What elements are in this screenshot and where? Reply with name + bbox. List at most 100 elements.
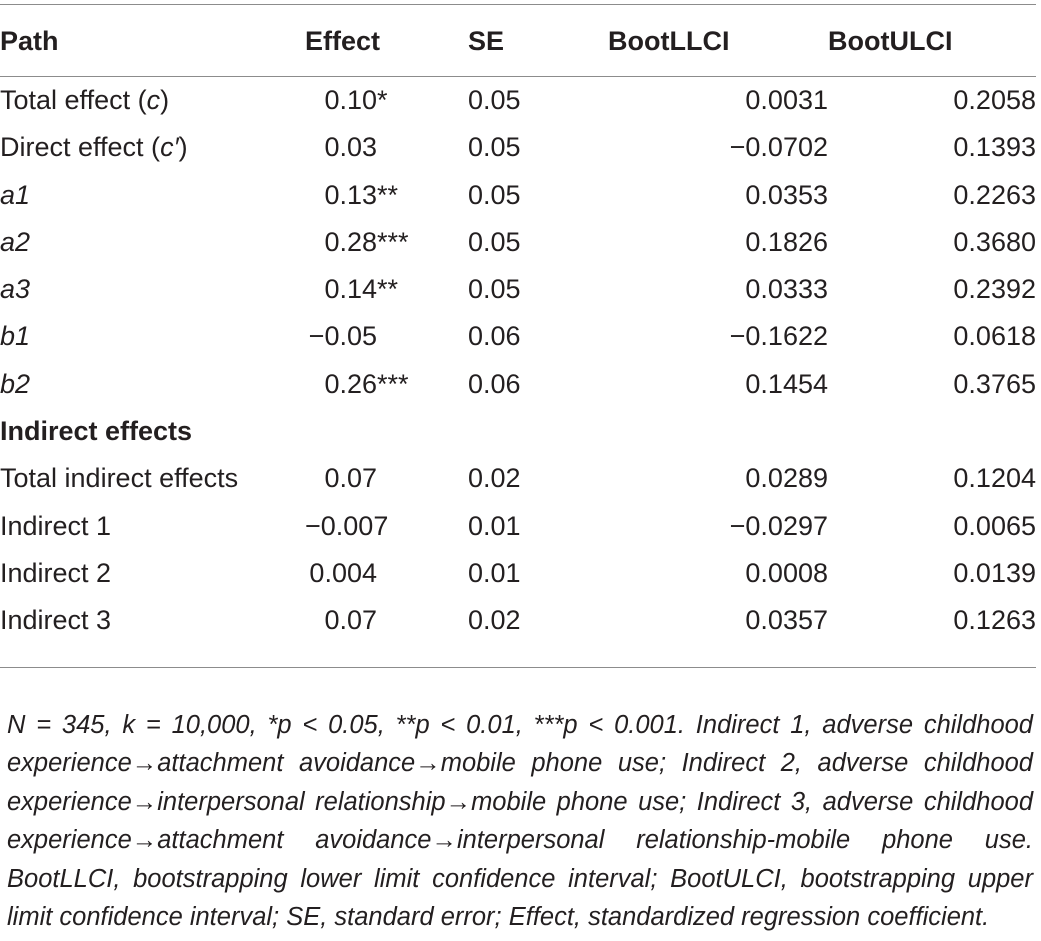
path-label: Total effect ( — [0, 85, 147, 115]
header-effect: Effect — [305, 26, 381, 56]
row-bootulci: 0.0065 — [953, 510, 1036, 541]
row-effect: 0.14** — [305, 266, 468, 313]
row-bootllci: 0.0333 — [745, 274, 828, 305]
row-se: 0.05 — [468, 132, 521, 163]
effect-value: 0.07 — [324, 605, 377, 636]
effect-value: 0.10 — [324, 85, 377, 115]
row-path: b1 — [0, 321, 31, 352]
path-variable: c′ — [160, 132, 179, 163]
row-path: Indirect 3 — [0, 605, 112, 636]
header-bootulci: BootULCI — [828, 26, 953, 56]
row-se: 0.06 — [468, 321, 521, 352]
table-row: b1 −0.05 0.06 −0.1622 0.0618 — [0, 313, 1036, 360]
row-bootllci: 0.0008 — [745, 557, 828, 588]
row-bootulci: 0.3765 — [953, 368, 1036, 399]
path-label-end: ) — [160, 85, 170, 115]
header-row: Path Effect SE BootLLCI BootULCI — [0, 17, 1036, 77]
row-bootllci: 0.0031 — [745, 85, 828, 115]
row-bootulci: 0.3680 — [953, 226, 1036, 257]
row-path: Total indirect effects — [0, 463, 239, 494]
significance-marker: *** — [377, 368, 409, 399]
row-bootllci: 0.0289 — [745, 463, 828, 494]
row-effect: 0.26*** — [305, 361, 468, 408]
row-path: a1 — [0, 179, 31, 210]
path-variable: c — [146, 85, 161, 115]
table-row: Direct effect (c′) 0.03 0.05 −0.0702 0.1… — [0, 124, 1036, 171]
row-se: 0.01 — [468, 557, 521, 588]
effect-value: 0.26 — [324, 368, 377, 399]
header-path: Path — [0, 26, 59, 56]
row-bootulci: 0.2263 — [953, 179, 1036, 210]
row-se: 0.05 — [468, 179, 521, 210]
row-path: a2 — [0, 226, 31, 257]
row-bootulci: 0.1204 — [953, 463, 1036, 494]
row-bootllci: 0.0353 — [745, 179, 828, 210]
row-bootulci: 0.1393 — [953, 132, 1036, 163]
row-bootllci: −0.0702 — [729, 132, 828, 163]
top-rule — [0, 4, 1036, 5]
significance-marker: ** — [377, 179, 399, 210]
row-se: 0.02 — [468, 605, 521, 636]
row-bootllci: −0.0297 — [729, 510, 828, 541]
table-row: a2 0.28*** 0.05 0.1826 0.3680 — [0, 219, 1036, 266]
row-effect: 0.004 — [305, 550, 468, 597]
header-se: SE — [468, 26, 505, 56]
row-path: Indirect 1 — [0, 510, 112, 541]
row-effect: 0.13** — [305, 172, 468, 219]
table-row: Total indirect effects 0.07 0.02 0.0289 … — [0, 455, 1036, 502]
row-se: 0.06 — [468, 368, 521, 399]
row-bootllci: 0.0357 — [745, 605, 828, 636]
row-effect: 0.28*** — [305, 219, 468, 266]
effect-value: 0.03 — [324, 132, 377, 163]
row-effect: 0.07 — [305, 455, 468, 502]
row-bootllci: 0.1826 — [745, 226, 828, 257]
table-row: Indirect 2 0.004 0.01 0.0008 0.0139 — [0, 550, 1036, 597]
mediation-table: Path Effect SE BootLLCI BootULCI Total e… — [0, 17, 1036, 645]
table-row: a3 0.14** 0.05 0.0333 0.2392 — [0, 266, 1036, 313]
effect-value: −0.05 — [308, 321, 377, 352]
row-path: Indirect 2 — [0, 557, 112, 588]
section-row: Indirect effects — [0, 408, 1036, 455]
effect-value: −0.007 — [305, 510, 389, 541]
row-bootulci: 0.0139 — [953, 557, 1036, 588]
row-bootulci: 0.1263 — [953, 605, 1036, 636]
bottom-rule — [0, 667, 1036, 668]
effect-value: 0.004 — [309, 557, 377, 588]
significance-marker: *** — [377, 226, 409, 257]
table-row: Total effect (c) 0.10* 0.05 0.0031 0.205… — [0, 77, 1036, 124]
row-se: 0.01 — [468, 510, 521, 541]
row-bootulci: 0.2392 — [953, 274, 1036, 305]
table-row: b2 0.26*** 0.06 0.1454 0.3765 — [0, 361, 1036, 408]
row-effect: 0.07 — [305, 597, 468, 644]
row-bootulci: 0.2058 — [953, 85, 1036, 115]
row-se: 0.05 — [468, 274, 521, 305]
table-row: Indirect 1 −0.007 0.01 −0.0297 0.0065 — [0, 503, 1036, 550]
row-se: 0.05 — [468, 85, 521, 115]
path-label: Direct effect ( — [0, 132, 161, 163]
row-bootllci: −0.1622 — [729, 321, 828, 352]
row-se: 0.05 — [468, 226, 521, 257]
row-effect: 0.03 — [305, 124, 468, 171]
table-row: a1 0.13** 0.05 0.0353 0.2263 — [0, 172, 1036, 219]
table-footnote: N = 345, k = 10,000, *p < 0.05, **p < 0.… — [7, 710, 1033, 932]
section-label-indirect-effects: Indirect effects — [0, 416, 193, 447]
row-bootulci: 0.0618 — [953, 321, 1036, 352]
row-path: b2 — [0, 368, 31, 399]
effect-value: 0.07 — [324, 463, 377, 494]
significance-marker: * — [377, 85, 388, 115]
row-path: a3 — [0, 274, 31, 305]
effect-value: 0.14 — [324, 274, 377, 305]
table-row: Indirect 3 0.07 0.02 0.0357 0.1263 — [0, 597, 1036, 644]
header-bootllci: BootLLCI — [608, 26, 730, 56]
path-label-end: ) — [178, 132, 188, 163]
row-effect: −0.05 — [305, 313, 468, 360]
effect-value: 0.13 — [324, 179, 377, 210]
row-bootllci: 0.1454 — [745, 368, 828, 399]
row-effect: 0.10* — [305, 77, 468, 124]
row-path: Direct effect (c′) — [0, 124, 305, 171]
row-effect: −0.007 — [305, 503, 468, 550]
significance-marker: ** — [377, 274, 399, 305]
row-path: Total effect (c) — [0, 77, 305, 124]
row-se: 0.02 — [468, 463, 521, 494]
